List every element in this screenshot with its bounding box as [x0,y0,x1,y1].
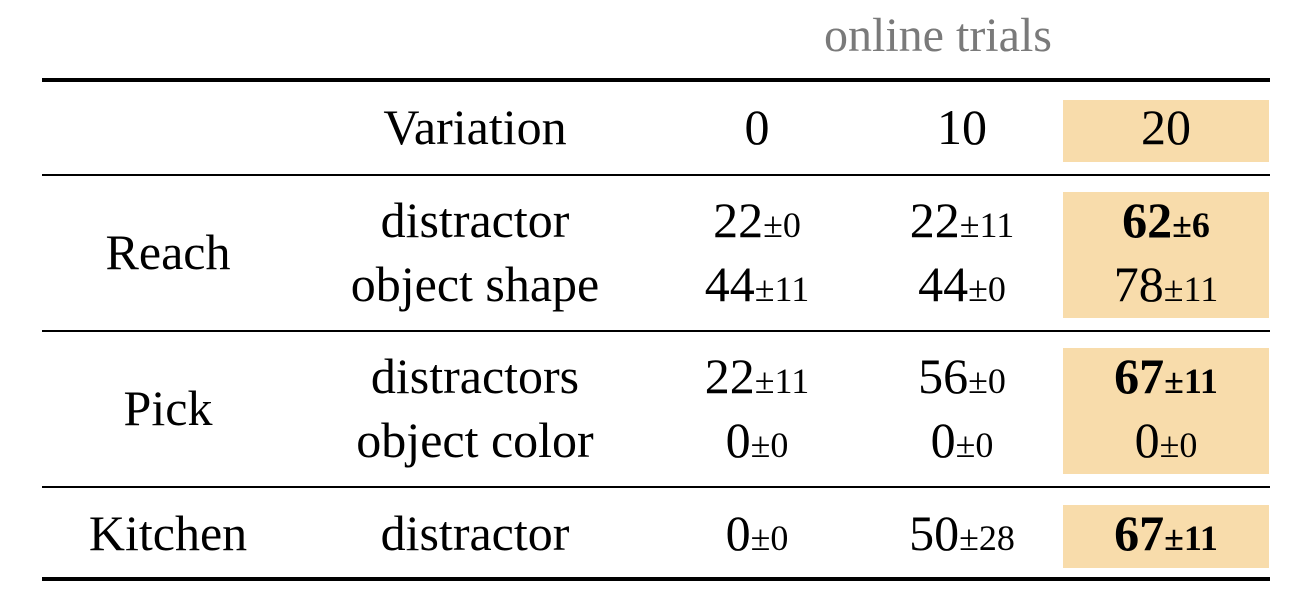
variation-cell: distractor [380,192,570,248]
value-cell-best: 62±6 [1122,192,1210,248]
value-cell: 44±11 [704,256,810,312]
value-cell: 50±28 [909,505,1015,561]
variation-cell: object shape [350,256,600,312]
value-cell: 22±0 [713,192,801,248]
task-kitchen: Kitchen [88,505,248,561]
header-rule [42,174,1270,176]
value-cell-best: 67±11 [1114,348,1218,404]
variation-cell: distractors [370,348,580,404]
value-cell-best: 67±11 [1114,505,1218,561]
col-header-10: 10 [937,99,987,155]
online-trials-header: online trials [824,9,1052,62]
variation-cell: object color [356,412,594,468]
value-cell: 0±0 [725,505,789,561]
value-cell: 44±0 [918,256,1006,312]
col-header-variation: Variation [383,99,567,155]
highlight-col-20-header [1063,100,1269,162]
task-reach: Reach [105,224,231,280]
highlight-col-20-kitchen [1063,505,1269,568]
col-header-0: 0 [744,99,770,155]
value-cell: 0±0 [1134,412,1198,468]
value-cell: 56±0 [918,348,1006,404]
task-pick: Pick [123,380,213,436]
highlight-col-20-reach [1063,192,1269,318]
col-header-20: 20 [1141,99,1191,155]
bottom-rule [42,577,1270,581]
value-cell: 22±11 [909,192,1015,248]
group-rule-2 [42,486,1270,488]
group-rule-1 [42,330,1270,332]
value-cell: 0±0 [930,412,994,468]
top-rule [42,78,1270,82]
value-cell: 22±11 [704,348,810,404]
variation-cell: distractor [380,505,570,561]
value-cell: 78±11 [1113,256,1219,312]
highlight-col-20-pick [1063,348,1269,474]
value-cell: 0±0 [725,412,789,468]
